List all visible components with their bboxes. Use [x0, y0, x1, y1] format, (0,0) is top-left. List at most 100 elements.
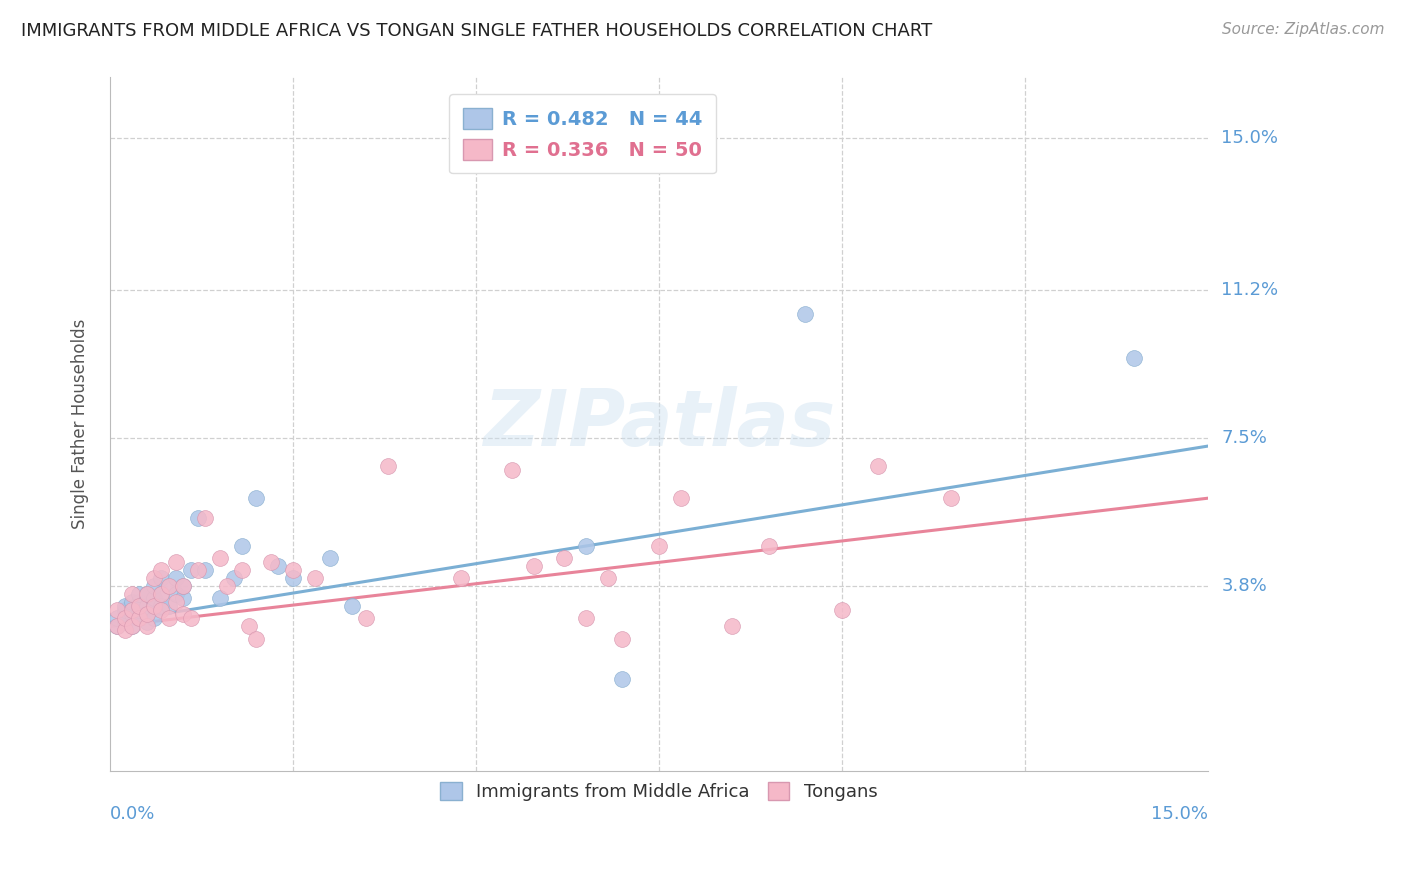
Point: [194, 511, 217, 525]
Point: [194, 563, 217, 577]
Text: 11.2%: 11.2%: [1222, 281, 1278, 299]
Point: [217, 579, 239, 593]
Point: [165, 587, 187, 601]
Point: [187, 563, 209, 577]
Point: [267, 559, 290, 574]
Point: [143, 611, 166, 625]
Point: [180, 563, 202, 577]
Point: [553, 551, 575, 566]
Point: [180, 611, 202, 625]
Point: [135, 607, 157, 622]
Point: [150, 603, 173, 617]
Point: [318, 551, 340, 566]
Point: [172, 579, 194, 593]
Point: [187, 511, 209, 525]
Point: [157, 599, 180, 614]
Point: [105, 611, 128, 625]
Point: [208, 591, 231, 606]
Legend: R = 0.482   N = 44, R = 0.336   N = 50: R = 0.482 N = 44, R = 0.336 N = 50: [449, 94, 716, 173]
Point: [135, 615, 157, 630]
Point: [281, 571, 304, 585]
Point: [121, 607, 143, 622]
Point: [121, 619, 143, 633]
Point: [868, 459, 890, 474]
Point: [165, 555, 187, 569]
Point: [612, 632, 634, 646]
Point: [575, 611, 598, 625]
Point: [794, 307, 817, 321]
Point: [128, 587, 150, 601]
Point: [128, 611, 150, 625]
Text: Source: ZipAtlas.com: Source: ZipAtlas.com: [1222, 22, 1385, 37]
Point: [165, 571, 187, 585]
Text: 3.8%: 3.8%: [1222, 577, 1267, 595]
Point: [157, 611, 180, 625]
Point: [224, 571, 246, 585]
Point: [1123, 351, 1146, 365]
Point: [596, 571, 619, 585]
Point: [501, 463, 523, 477]
Point: [143, 579, 166, 593]
Point: [245, 491, 267, 506]
Point: [721, 619, 744, 633]
Point: [238, 619, 260, 633]
Point: [135, 619, 157, 633]
Y-axis label: Single Father Households: Single Father Households: [72, 319, 89, 529]
Point: [354, 611, 377, 625]
Point: [128, 599, 150, 614]
Point: [281, 563, 304, 577]
Text: 0.0%: 0.0%: [110, 805, 156, 823]
Point: [157, 579, 180, 593]
Point: [231, 563, 253, 577]
Point: [135, 599, 157, 614]
Point: [105, 619, 128, 633]
Point: [121, 587, 143, 601]
Point: [150, 587, 173, 601]
Point: [157, 579, 180, 593]
Point: [105, 619, 128, 633]
Point: [143, 591, 166, 606]
Point: [114, 599, 136, 614]
Point: [172, 591, 194, 606]
Point: [121, 619, 143, 633]
Point: [648, 539, 671, 553]
Point: [150, 587, 173, 601]
Point: [135, 587, 157, 601]
Point: [150, 599, 173, 614]
Point: [114, 611, 136, 625]
Point: [831, 603, 853, 617]
Point: [128, 611, 150, 625]
Point: [304, 571, 326, 585]
Text: 15.0%: 15.0%: [1150, 805, 1208, 823]
Point: [121, 595, 143, 609]
Point: [377, 459, 399, 474]
Point: [114, 624, 136, 638]
Point: [165, 595, 187, 609]
Point: [245, 632, 267, 646]
Point: [231, 539, 253, 553]
Point: [143, 599, 166, 614]
Text: 7.5%: 7.5%: [1222, 429, 1267, 447]
Point: [114, 603, 136, 617]
Point: [150, 571, 173, 585]
Point: [121, 603, 143, 617]
Point: [135, 607, 157, 622]
Point: [669, 491, 692, 506]
Text: 15.0%: 15.0%: [1222, 128, 1278, 146]
Point: [260, 555, 283, 569]
Text: IMMIGRANTS FROM MIDDLE AFRICA VS TONGAN SINGLE FATHER HOUSEHOLDS CORRELATION CHA: IMMIGRANTS FROM MIDDLE AFRICA VS TONGAN …: [21, 22, 932, 40]
Point: [172, 607, 194, 622]
Point: [523, 559, 546, 574]
Point: [941, 491, 963, 506]
Point: [143, 571, 166, 585]
Point: [114, 615, 136, 630]
Point: [135, 587, 157, 601]
Point: [128, 595, 150, 609]
Text: ZIPatlas: ZIPatlas: [482, 386, 835, 462]
Point: [758, 539, 780, 553]
Point: [575, 539, 598, 553]
Point: [143, 599, 166, 614]
Point: [208, 551, 231, 566]
Point: [150, 563, 173, 577]
Point: [340, 599, 363, 614]
